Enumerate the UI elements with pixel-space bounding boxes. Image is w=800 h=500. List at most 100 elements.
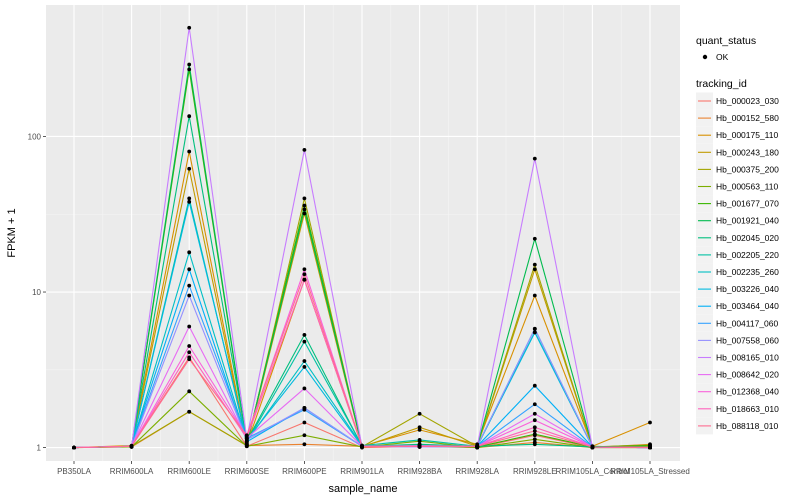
x-tick-label: RRIM600PE — [282, 467, 326, 476]
data-point — [187, 324, 192, 329]
data-point — [187, 344, 192, 348]
x-axis: PB350LA RRIM600LA RRIM600LE RRIM600SE RRIM60… — [57, 461, 690, 476]
y-axis-title: FPKM + 1 — [6, 208, 18, 257]
legend-item-label: Hb_000152_580 — [716, 113, 779, 123]
x-tick-label: RRIM901LA — [340, 467, 384, 476]
data-point — [532, 429, 537, 433]
data-point — [187, 389, 192, 394]
major-gridlines — [46, 5, 680, 461]
data-point — [302, 442, 307, 447]
legend-item-label: Hb_000023_030 — [716, 96, 779, 106]
y-tick-label: 1 — [37, 444, 42, 453]
x-tick-label: RRIM105LA_Stressed — [610, 467, 690, 476]
x-tick-label: RRIM600SE — [225, 467, 269, 476]
data-point — [302, 359, 307, 363]
data-point — [302, 277, 307, 282]
data-point — [417, 411, 422, 416]
data-point — [187, 114, 192, 119]
legend-quant-label: OK — [716, 52, 729, 62]
data-point — [302, 420, 307, 425]
x-tick-label: RRIM600LA — [110, 467, 154, 476]
data-point — [532, 262, 537, 267]
data-point — [532, 326, 537, 331]
data-point — [417, 444, 422, 449]
data-point — [302, 272, 307, 277]
legend-item-label: Hb_012368_040 — [716, 387, 779, 397]
legend-tracking-id: tracking_id Hb_000023_030Hb_000152_580Hb… — [696, 78, 779, 435]
data-point — [187, 62, 192, 67]
legend-item-label: Hb_000563_110 — [716, 182, 779, 192]
data-point — [302, 365, 307, 369]
legend-item-label: Hb_003226_040 — [716, 284, 779, 294]
data-point — [532, 236, 537, 241]
legend-item-label: Hb_008642_020 — [716, 370, 779, 380]
data-points — [72, 25, 652, 450]
data-point — [532, 432, 537, 437]
data-point — [532, 418, 537, 423]
data-point — [302, 433, 307, 438]
legend-item-label: Hb_000375_200 — [716, 164, 779, 174]
data-point — [187, 267, 192, 272]
legend-item-label: Hb_002045_020 — [716, 233, 779, 243]
data-point — [648, 445, 652, 450]
x-tick-label: RRIM600LE — [167, 467, 211, 476]
data-point — [187, 350, 192, 355]
data-point — [360, 444, 364, 449]
minor-gridlines — [46, 5, 680, 461]
legend-item-label: Hb_000175_110 — [716, 130, 779, 140]
data-point — [302, 211, 307, 216]
data-point — [187, 357, 192, 362]
data-point — [417, 438, 422, 442]
data-point — [187, 25, 192, 30]
data-point — [532, 437, 537, 442]
data-point — [475, 444, 480, 449]
data-point — [129, 444, 134, 449]
data-point — [302, 196, 307, 201]
data-point — [302, 333, 307, 337]
legend-items: Hb_000023_030 Hb_000152_580 Hb_000175_110 H… — [696, 92, 779, 435]
legend-item-label: Hb_000243_180 — [716, 147, 779, 157]
data-point — [187, 166, 192, 171]
legend-item-label: Hb_001677_070 — [716, 199, 779, 209]
data-point — [302, 147, 307, 152]
data-point — [302, 339, 307, 344]
data-point — [302, 267, 307, 272]
data-point — [532, 425, 537, 430]
legend-item-label: Hb_002235_260 — [716, 267, 779, 277]
data-point — [648, 420, 652, 425]
data-point — [187, 283, 192, 288]
y-tick-label: 10 — [32, 288, 41, 297]
data-point — [187, 293, 192, 298]
data-point — [187, 199, 192, 204]
data-point — [532, 383, 537, 388]
data-point — [302, 207, 307, 212]
data-point — [187, 196, 192, 201]
legend-item-label: Hb_018663_010 — [716, 404, 779, 414]
y-tick-label: 100 — [28, 132, 42, 141]
x-axis-title: sample_name — [328, 483, 397, 495]
data-point — [187, 409, 192, 414]
legend-item-label: Hb_088118_010 — [716, 421, 779, 431]
data-point — [187, 67, 192, 72]
data-point — [244, 433, 249, 438]
data-point — [532, 442, 537, 447]
legend-tracking-title: tracking_id — [696, 78, 747, 90]
x-tick-label: RRIM105LA_Control — [555, 467, 629, 476]
legend-item-label: Hb_007558_060 — [716, 335, 779, 345]
x-tick-label: RRIM928LE — [513, 467, 557, 476]
data-point — [187, 250, 192, 255]
data-point — [302, 203, 307, 208]
x-tick-label: PB350LA — [57, 467, 91, 476]
legend-quant-status: quant_status OK — [696, 35, 756, 62]
legend-quant-dot — [702, 54, 708, 60]
legend-item-label: Hb_001921_040 — [716, 216, 779, 226]
data-point — [532, 267, 537, 272]
data-point — [302, 405, 307, 410]
data-point — [417, 425, 422, 430]
y-axis: 1 10 100 — [28, 132, 46, 453]
x-tick-label: RRIM928LA — [455, 467, 499, 476]
legend-item-label: Hb_008165_010 — [716, 353, 779, 363]
data-point — [244, 436, 249, 441]
legend-item-label: Hb_002205_220 — [716, 250, 779, 260]
